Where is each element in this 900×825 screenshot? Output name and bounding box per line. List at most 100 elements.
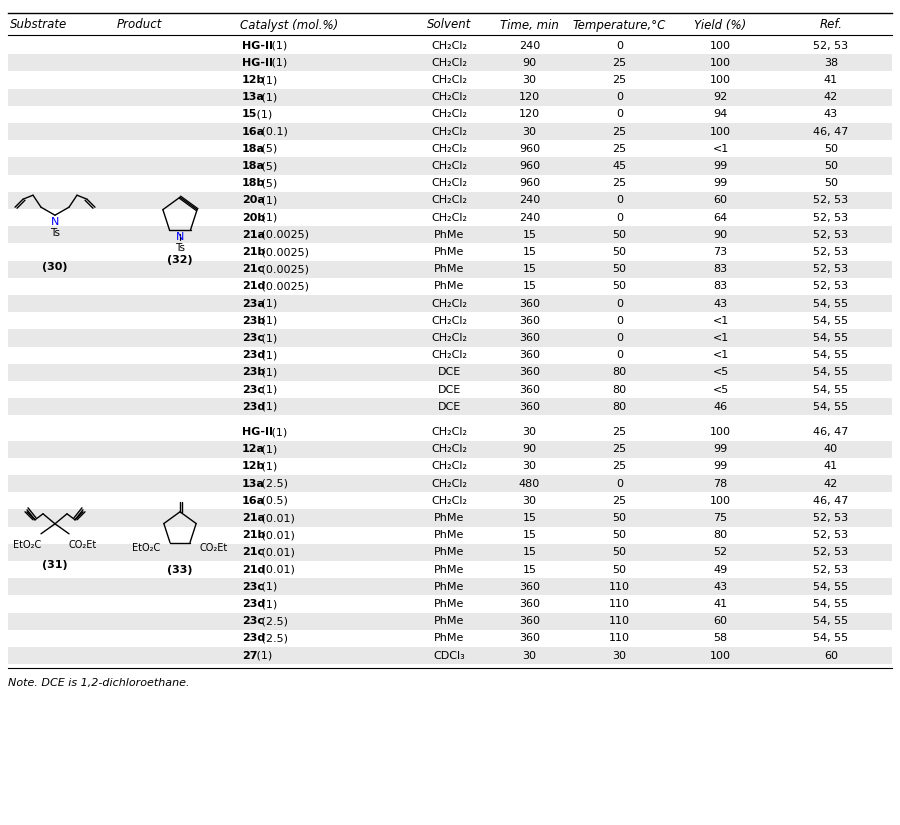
Text: (0.01): (0.01) <box>258 530 295 540</box>
Text: PhMe: PhMe <box>435 530 464 540</box>
Text: 15: 15 <box>523 230 536 240</box>
Text: 90: 90 <box>714 230 727 240</box>
Text: 38: 38 <box>824 58 838 68</box>
Text: 54, 55: 54, 55 <box>814 350 849 361</box>
Text: 52, 53: 52, 53 <box>814 513 849 523</box>
Text: 0: 0 <box>616 92 623 102</box>
Text: (33): (33) <box>167 564 193 574</box>
Text: HG-II: HG-II <box>242 40 273 50</box>
Text: PhMe: PhMe <box>435 513 464 523</box>
Text: PhMe: PhMe <box>435 616 464 626</box>
Text: 25: 25 <box>612 496 626 506</box>
Text: (1): (1) <box>254 110 273 120</box>
Text: 54, 55: 54, 55 <box>814 402 849 412</box>
Text: 360: 360 <box>519 299 540 309</box>
Text: 0: 0 <box>616 350 623 361</box>
Text: 52, 53: 52, 53 <box>814 264 849 274</box>
Text: 52, 53: 52, 53 <box>814 564 849 574</box>
Text: 64: 64 <box>714 213 727 223</box>
Text: 54, 55: 54, 55 <box>814 634 849 644</box>
Text: 23d: 23d <box>242 350 266 361</box>
Text: 30: 30 <box>523 651 536 661</box>
Text: PhMe: PhMe <box>435 548 464 558</box>
Text: 60: 60 <box>714 196 727 205</box>
Text: PhMe: PhMe <box>435 634 464 644</box>
Text: 52, 53: 52, 53 <box>814 213 849 223</box>
Text: 0: 0 <box>616 213 623 223</box>
Text: 60: 60 <box>714 616 727 626</box>
Text: (1): (1) <box>258 75 277 85</box>
Text: 49: 49 <box>714 564 727 574</box>
Text: 21a: 21a <box>242 230 265 240</box>
Text: (1): (1) <box>258 599 277 609</box>
Text: (1): (1) <box>268 58 288 68</box>
Text: 80: 80 <box>612 402 626 412</box>
Text: (0.0025): (0.0025) <box>258 264 310 274</box>
Text: 120: 120 <box>519 92 540 102</box>
Text: PhMe: PhMe <box>435 281 464 291</box>
Text: 54, 55: 54, 55 <box>814 316 849 326</box>
Text: 50: 50 <box>613 548 626 558</box>
Text: 54, 55: 54, 55 <box>814 582 849 592</box>
Text: 480: 480 <box>519 478 540 488</box>
Text: <5: <5 <box>713 367 729 377</box>
Text: 15: 15 <box>523 247 536 257</box>
Text: (0.0025): (0.0025) <box>258 247 310 257</box>
Text: 54, 55: 54, 55 <box>814 299 849 309</box>
Text: 80: 80 <box>612 367 626 377</box>
Text: 43: 43 <box>714 299 727 309</box>
Text: DCE: DCE <box>438 402 461 412</box>
Text: CH₂Cl₂: CH₂Cl₂ <box>431 110 467 120</box>
Text: <1: <1 <box>713 316 729 326</box>
Text: (2.5): (2.5) <box>258 616 288 626</box>
Text: 30: 30 <box>523 427 536 437</box>
Text: 50: 50 <box>824 161 838 171</box>
Text: <1: <1 <box>713 350 729 361</box>
Bar <box>8 226 892 243</box>
Text: 30: 30 <box>523 461 536 471</box>
Text: PhMe: PhMe <box>435 564 464 574</box>
Text: 16a: 16a <box>242 126 266 137</box>
Text: (1): (1) <box>258 402 277 412</box>
Text: HG-II: HG-II <box>242 58 273 68</box>
Text: 110: 110 <box>609 634 630 644</box>
Text: 50: 50 <box>613 513 626 523</box>
Text: 23c: 23c <box>242 582 264 592</box>
Text: (1): (1) <box>258 316 277 326</box>
Text: CH₂Cl₂: CH₂Cl₂ <box>431 144 467 153</box>
Text: (2.5): (2.5) <box>258 478 288 488</box>
Text: CH₂Cl₂: CH₂Cl₂ <box>431 333 467 343</box>
Text: 75: 75 <box>714 513 727 523</box>
Text: CH₂Cl₂: CH₂Cl₂ <box>431 299 467 309</box>
Text: CO₂Et: CO₂Et <box>69 540 97 549</box>
Text: 25: 25 <box>612 58 626 68</box>
Text: 41: 41 <box>824 75 838 85</box>
Bar <box>8 578 892 596</box>
Text: 50: 50 <box>613 264 626 274</box>
Text: (1): (1) <box>268 427 288 437</box>
Text: 41: 41 <box>824 461 838 471</box>
Text: 23b: 23b <box>242 316 266 326</box>
Text: (1): (1) <box>258 384 277 394</box>
Bar <box>8 475 892 493</box>
Text: <1: <1 <box>713 333 729 343</box>
Text: 960: 960 <box>519 161 540 171</box>
Text: 52, 53: 52, 53 <box>814 530 849 540</box>
Text: CH₂Cl₂: CH₂Cl₂ <box>431 444 467 455</box>
Text: (31): (31) <box>42 560 68 570</box>
Text: 100: 100 <box>710 40 731 50</box>
Text: 73: 73 <box>714 247 727 257</box>
Text: 13a: 13a <box>242 478 265 488</box>
Text: 100: 100 <box>710 126 731 137</box>
Text: 360: 360 <box>519 316 540 326</box>
Text: 25: 25 <box>612 126 626 137</box>
Text: 13a: 13a <box>242 92 265 102</box>
Text: 960: 960 <box>519 144 540 153</box>
Text: 54, 55: 54, 55 <box>814 384 849 394</box>
Text: 83: 83 <box>714 264 727 274</box>
Text: 60: 60 <box>824 651 838 661</box>
Text: 25: 25 <box>612 461 626 471</box>
Text: 18a: 18a <box>242 144 265 153</box>
Bar <box>8 441 892 458</box>
Text: 52, 53: 52, 53 <box>814 196 849 205</box>
